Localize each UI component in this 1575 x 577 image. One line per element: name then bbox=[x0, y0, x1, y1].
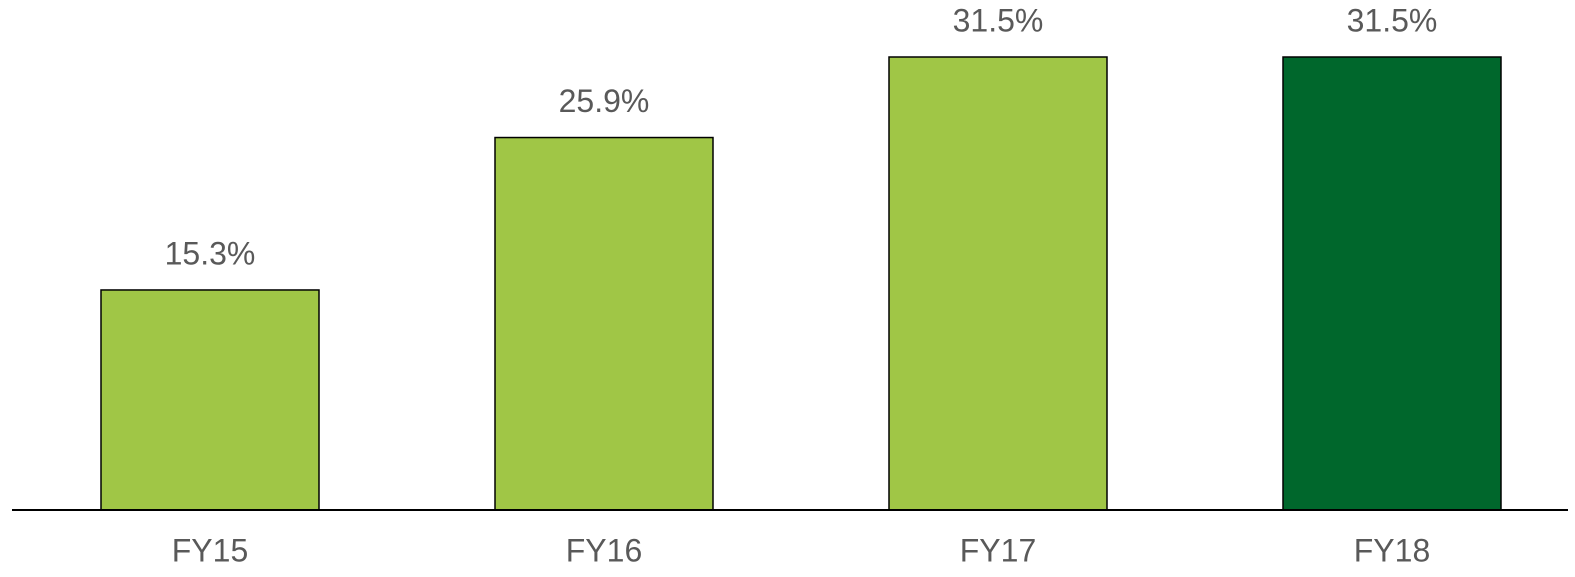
data-label: 15.3% bbox=[165, 235, 256, 271]
bar bbox=[888, 56, 1108, 511]
bar bbox=[1282, 56, 1502, 511]
bar bbox=[100, 289, 320, 511]
data-label: 31.5% bbox=[1347, 2, 1438, 38]
data-label: 31.5% bbox=[953, 2, 1044, 38]
bar bbox=[494, 136, 714, 511]
x-tick-label: FY16 bbox=[566, 532, 642, 568]
x-tick-label: FY18 bbox=[1354, 532, 1430, 568]
x-tick-label: FY17 bbox=[960, 532, 1036, 568]
x-tick-label: FY15 bbox=[172, 532, 248, 568]
data-label: 25.9% bbox=[559, 83, 650, 119]
